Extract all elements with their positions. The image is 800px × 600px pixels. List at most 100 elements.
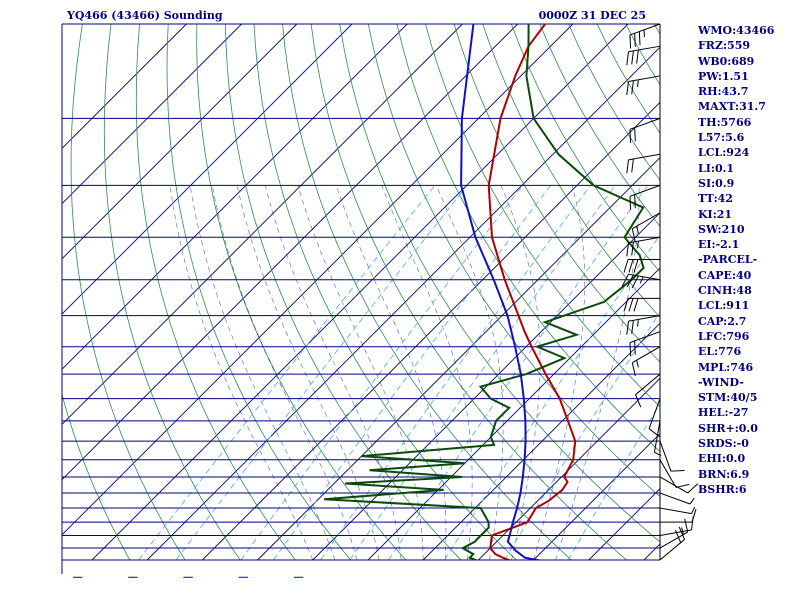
isotherm-line <box>62 24 187 150</box>
stability-index-item: LI:0.1 <box>698 161 735 175</box>
wind-barb-staff <box>628 273 661 281</box>
stability-index-item: SRDS:-0 <box>698 437 749 451</box>
stability-index-item: CINH:48 <box>698 284 752 298</box>
wind-barb-staff <box>629 23 661 36</box>
wind-barb-feather <box>638 31 641 46</box>
wind-barb-staff <box>628 236 661 244</box>
stability-index-item: MPL:746 <box>698 360 754 374</box>
wind-barb-feather <box>631 241 634 256</box>
wind-barb-feather <box>631 320 634 334</box>
wind-barb-feather <box>626 51 629 66</box>
wind-barb-feather <box>626 159 629 174</box>
wind-barb-feather <box>684 518 689 533</box>
wind-barb-feather <box>631 50 634 65</box>
isotherm-line <box>146 46 660 560</box>
stability-index-item: SW:210 <box>698 222 745 236</box>
wind-barb-feather <box>648 428 661 438</box>
stability-index-item: BSHR:6 <box>698 482 747 496</box>
wind-barb-feather <box>629 196 632 210</box>
wind-barb-staff <box>628 75 661 82</box>
isotherm-line <box>62 24 242 205</box>
wind-barb-half-feather <box>639 276 644 284</box>
isotherm-line <box>62 24 353 315</box>
stability-index-item: WMO:43466 <box>698 24 775 37</box>
stability-index-item: LFC:796 <box>698 329 750 343</box>
wind-barb-staff <box>635 373 661 396</box>
wind-barb-staff <box>659 440 672 472</box>
moist-adiabat-line <box>169 185 314 560</box>
wind-barb-half-feather <box>637 79 639 88</box>
wind-barb-feather <box>628 259 634 273</box>
isotherm-line <box>257 156 660 560</box>
stability-index-item: TH:5766 <box>698 115 752 129</box>
stability-index-item: EHI:0.0 <box>698 452 746 466</box>
wind-barb-staff <box>628 45 661 53</box>
isotherm-line <box>62 24 298 260</box>
temperature-minus-sign: − <box>127 568 140 586</box>
stability-index-item: BRN:6.9 <box>698 467 750 481</box>
stability-index-item: STM:40/5 <box>698 391 758 405</box>
stability-index-item: KI:21 <box>698 207 733 221</box>
wind-barb-feather <box>633 298 639 312</box>
wind-barb-feather <box>631 228 636 243</box>
wind-barb-staff <box>629 117 661 130</box>
isotherm-line <box>312 212 660 560</box>
mixing-ratio-line <box>240 185 524 560</box>
parcel-profile-line <box>460 24 542 560</box>
stability-index-item: WB0:689 <box>698 54 755 68</box>
isotherm-line <box>422 322 660 560</box>
stability-index-item: LCL:924 <box>698 146 750 160</box>
mixing-ratio-line <box>175 185 468 560</box>
stability-index-item: MAXT:31.7 <box>698 100 766 114</box>
stability-index-item: PW:1.51 <box>698 69 749 83</box>
wind-barb-half-feather <box>643 29 646 38</box>
wind-barb-feather <box>687 483 699 494</box>
wind-barb-staff <box>659 539 685 561</box>
wind-barb-half-feather <box>691 506 696 514</box>
wind-barb-feather <box>634 194 636 209</box>
stability-index-item: FRZ:559 <box>698 39 751 53</box>
isotherm-line <box>62 24 408 370</box>
temperature-minus-sign: − <box>71 568 84 586</box>
wind-barb-staff <box>659 529 692 536</box>
wind-barb-feather <box>631 80 634 95</box>
wind-barb-feather <box>621 273 629 287</box>
stability-index-item: L57:5.6 <box>698 131 745 145</box>
wind-barb-feather <box>626 321 629 335</box>
wind-barb-staff <box>628 153 661 161</box>
wind-barb-staff <box>659 476 688 494</box>
wind-barb-feather <box>678 526 685 540</box>
wind-barb-staff <box>629 331 661 344</box>
wind-barb-feather <box>691 516 694 530</box>
wind-barb-feather <box>629 34 632 49</box>
wind-barb-staff <box>659 492 691 505</box>
wind-barb-half-feather <box>637 319 639 327</box>
wind-barb-staff <box>648 398 661 429</box>
moist-adiabat-line <box>533 185 586 560</box>
wind-barb-feather <box>631 362 636 377</box>
wind-barb-feather <box>629 342 632 357</box>
wind-barb-feather <box>636 49 639 64</box>
stability-index-item: LCL:911 <box>698 299 750 313</box>
wind-barb-staff <box>632 346 661 364</box>
sounding-title: YQ466 (43466) Sounding <box>67 9 223 22</box>
wind-barb-feather <box>674 529 682 543</box>
isotherm-line <box>62 24 518 481</box>
wind-barbs <box>621 23 699 561</box>
wind-barb-staff <box>653 420 661 453</box>
temperature-profile-line <box>487 24 577 560</box>
wind-barb-staff <box>659 459 677 488</box>
sounding-profiles <box>323 24 645 560</box>
wind-barb-feather <box>633 259 639 273</box>
wind-barb-feather <box>626 242 629 257</box>
stability-index-item: HEL:-27 <box>698 406 749 420</box>
wind-barb-feather <box>623 259 629 273</box>
wind-barb-staff <box>659 531 688 549</box>
stability-index-item: CAPE:40 <box>698 268 752 282</box>
wind-barb-feather <box>634 340 636 355</box>
wind-barb-feather <box>628 298 634 312</box>
wind-barb-staff <box>629 184 661 197</box>
moist-adiabat-line <box>264 185 402 560</box>
sounding-timestamp: 0000Z 31 DEC 25 <box>538 9 646 22</box>
